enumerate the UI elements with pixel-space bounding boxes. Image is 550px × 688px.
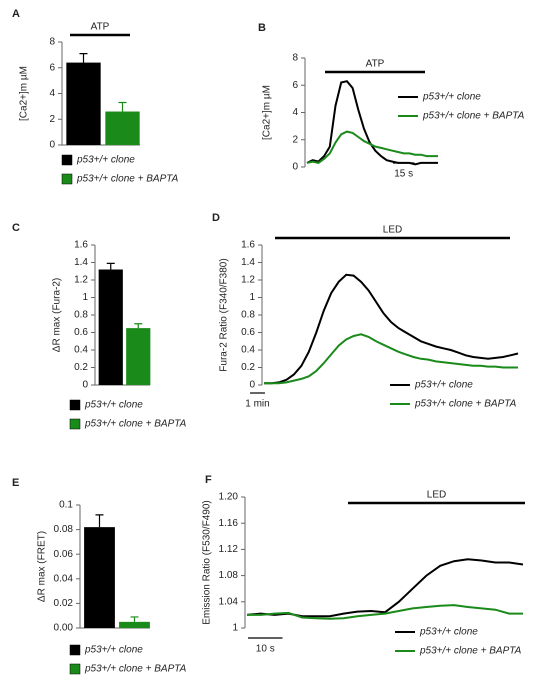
y-tick-label: 1.2: [74, 275, 88, 286]
legend-swatch: [61, 154, 73, 166]
y-tick-label: 1: [82, 292, 88, 303]
bar: [84, 527, 115, 628]
legend-label: p53+/+ clone + BAPTA: [422, 111, 525, 122]
bar: [66, 62, 101, 145]
y-axis-label: [Ca2+]m µM: [19, 66, 30, 121]
legend-label: p53+/+ clone + BAPTA: [76, 174, 179, 185]
y-tick-label: 1: [232, 623, 238, 634]
scale-bar-label: 1 min: [245, 399, 269, 410]
y-tick-label: 0.08: [54, 524, 74, 535]
y-tick-label: 8: [49, 37, 55, 48]
y-axis-label: ΔR max (Fura-2): [52, 278, 63, 352]
panel-label: F: [205, 474, 212, 486]
y-tick-label: 1.2: [241, 275, 255, 286]
y-tick-label: 0.2: [241, 362, 255, 373]
error-bar: [106, 262, 115, 270]
y-tick-label: 2: [49, 114, 55, 125]
y-tick-label: 0: [292, 162, 298, 173]
y-axis-label: Fura-2 Ratio (F340/F380): [219, 258, 230, 371]
y-tick-label: 0.00: [54, 623, 74, 634]
bar: [126, 328, 151, 385]
scale-bar-label: 15 s: [394, 169, 413, 180]
y-tick-label: 1.16: [219, 518, 239, 529]
legend-swatch: [69, 399, 81, 411]
panel-label: E: [12, 477, 19, 489]
y-tick-label: 1.08: [219, 570, 239, 581]
y-tick-label: 0.8: [74, 310, 88, 321]
legend-label: p53+/+ clone: [76, 155, 135, 166]
line: [264, 333, 518, 385]
annotation-label: ATP: [366, 59, 385, 70]
y-tick-label: 1.4: [74, 257, 88, 268]
y-tick-label: 0: [249, 380, 255, 391]
line: [306, 130, 438, 164]
bar: [98, 269, 123, 385]
error-bar: [79, 52, 88, 63]
legend-label: p53+/+ clone: [419, 627, 478, 638]
error-bar: [95, 514, 104, 528]
y-tick-label: 1.6: [241, 240, 255, 251]
error-bar: [134, 323, 143, 329]
y-tick-label: 6: [292, 80, 298, 91]
annotation-label: LED: [383, 225, 402, 236]
legend-swatch: [69, 663, 81, 675]
y-tick-label: 1.4: [241, 257, 255, 268]
y-tick-label: 0.04: [54, 573, 74, 584]
legend-label: p53+/+ clone: [84, 400, 143, 411]
y-tick-label: 4: [49, 88, 55, 99]
bar: [105, 111, 140, 145]
y-tick-label: 0.4: [241, 345, 255, 356]
y-tick-label: 0.6: [241, 327, 255, 338]
y-tick-label: 1.04: [219, 596, 239, 607]
legend-label: p53+/+ clone + BAPTA: [414, 399, 517, 410]
y-tick-label: 0.4: [74, 345, 88, 356]
panel-label: C: [12, 222, 20, 234]
y-tick-label: 0: [49, 140, 55, 151]
line: [306, 80, 438, 166]
legend-swatch: [69, 418, 81, 430]
legend-label: p53+/+ clone: [414, 380, 473, 391]
annotation-label: LED: [427, 490, 446, 501]
y-axis-label: Emission Ratio (F530/F490): [202, 500, 213, 625]
y-tick-label: 4: [292, 107, 298, 118]
scale-bar-label: 10 s: [256, 644, 275, 655]
line: [264, 273, 519, 385]
legend-label: p53+/+ clone: [84, 645, 143, 656]
line: [247, 604, 523, 620]
y-tick-label: 2: [292, 134, 298, 145]
legend-label: p53+/+ clone: [422, 92, 481, 103]
legend-label: p53+/+ clone + BAPTA: [84, 664, 187, 675]
y-tick-label: 0.6: [74, 327, 88, 338]
y-tick-label: 0.02: [54, 598, 74, 609]
legend-label: p53+/+ clone + BAPTA: [419, 646, 522, 657]
bar: [119, 621, 150, 628]
y-axis-label: ΔR max (FRET): [37, 531, 48, 602]
y-tick-label: 0.06: [54, 549, 74, 560]
y-tick-label: 0: [82, 380, 88, 391]
y-tick-label: 6: [49, 62, 55, 73]
y-tick-label: 1.12: [219, 544, 239, 555]
y-tick-label: 8: [292, 53, 298, 64]
panel-label: D: [212, 212, 220, 224]
panel-label: A: [12, 8, 20, 20]
legend-swatch: [61, 173, 73, 185]
legend-label: p53+/+ clone + BAPTA: [84, 419, 187, 430]
error-bar: [118, 101, 127, 112]
y-tick-label: 0.2: [74, 362, 88, 373]
y-tick-label: 0.8: [241, 310, 255, 321]
y-tick-label: 0.1: [59, 500, 73, 511]
annotation-label: ATP: [91, 22, 110, 33]
y-axis-label: [Ca2+]m µM: [262, 85, 273, 140]
y-tick-label: 1: [249, 292, 255, 303]
panel-label: B: [258, 22, 266, 34]
y-tick-label: 1.20: [219, 492, 239, 503]
y-tick-label: 1.6: [74, 240, 88, 251]
error-bar: [130, 616, 139, 622]
legend-swatch: [69, 644, 81, 656]
